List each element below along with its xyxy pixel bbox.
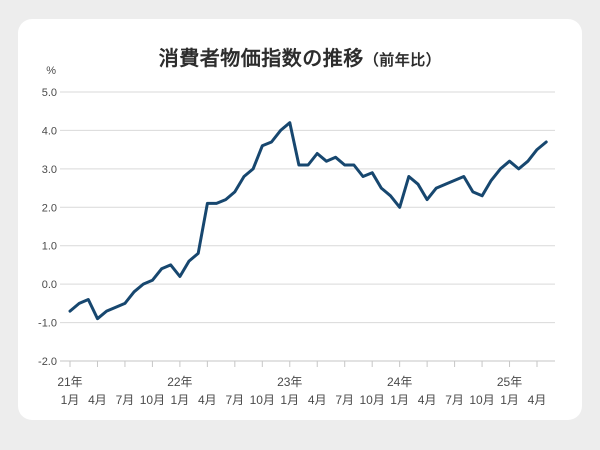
- y-tick-label: 5.0: [42, 87, 57, 99]
- y-tick-label: 1.0: [42, 241, 57, 253]
- x-tick-month-label: 10月: [360, 393, 385, 407]
- x-tick-month-label: 1月: [280, 393, 299, 407]
- cpi-line-series: [68, 121, 548, 321]
- x-tick-year-label: 21年: [57, 375, 82, 389]
- x-tick-month-label: 7月: [335, 393, 354, 407]
- y-tick-label: 2.0: [42, 202, 57, 214]
- x-tick-month-label: 4月: [528, 393, 547, 407]
- chart-title-suffix: （前年比）: [363, 52, 442, 69]
- x-tick-month-label: 4月: [308, 393, 327, 407]
- chart-title-main: 消費者物価指数の推移: [158, 48, 364, 70]
- y-tick-label: 3.0: [42, 164, 57, 176]
- x-tick-month-label: 7月: [225, 393, 244, 407]
- x-tick-month-label: 1月: [171, 393, 190, 407]
- y-axis-unit-label: %: [46, 65, 56, 77]
- cpi-chart-svg: 5.0 4.0 3.0 2.0 1.0 0.0 -1.0 -2.0% 1月 4月 7月 10月 1月 4月…: [38, 65, 555, 407]
- x-tick-month-label: 1月: [61, 393, 80, 407]
- y-tick-label: -2.0: [38, 356, 57, 368]
- x-tick-year-label: 24年: [387, 375, 412, 389]
- x-tick-month-label: 1月: [390, 393, 409, 407]
- x-tick-month-label: 4月: [88, 393, 107, 407]
- x-tick-month-label: 7月: [445, 393, 464, 407]
- x-tick-month-label: 4月: [418, 393, 437, 407]
- chart-card: 消費者物価指数の推移（前年比） 5.0 4.0 3.0 2.0 1.0 0.0 -1.0 -2…: [18, 19, 582, 420]
- x-tick-month-label: 10月: [469, 393, 494, 407]
- x-tick-month-label: 10月: [250, 393, 275, 407]
- chart-title: 消費者物価指数の推移（前年比）: [18, 42, 582, 71]
- x-tick-year-label: 23年: [277, 375, 302, 389]
- x-tick-year-label: 25年: [497, 375, 522, 389]
- y-tick-label: 0.0: [42, 279, 57, 291]
- x-tick-year-label: 22年: [167, 375, 192, 389]
- x-tick-month-label: 4月: [198, 393, 217, 407]
- y-tick-label: 4.0: [42, 125, 57, 137]
- x-tick-month-label: 7月: [116, 393, 135, 407]
- x-tick-month-label: 10月: [140, 393, 165, 407]
- x-tick-month-label: 1月: [500, 393, 519, 407]
- y-tick-label: -1.0: [38, 318, 57, 330]
